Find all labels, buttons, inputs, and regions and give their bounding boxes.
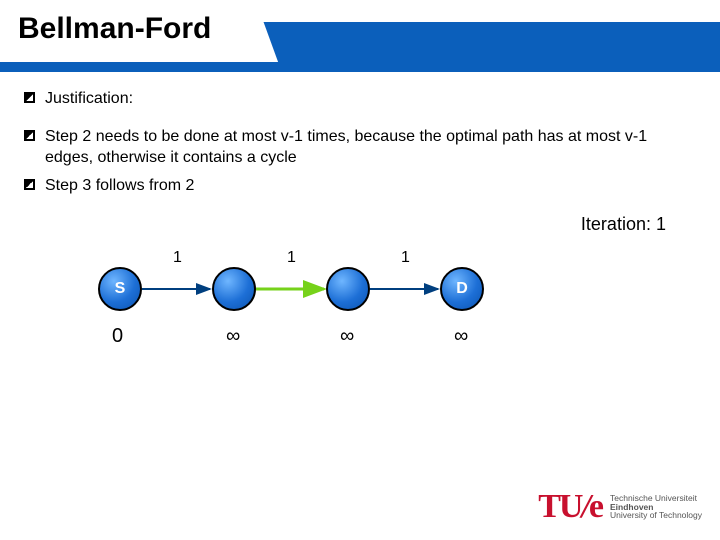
edge-arrow: [256, 279, 326, 299]
slide-header: Bellman-Ford: [0, 0, 720, 72]
bullet-step2: Step 2 needs to be done at most v-1 time…: [24, 126, 696, 169]
header-tab-angle: [248, 0, 290, 62]
bullet-text: Justification:: [45, 88, 696, 110]
slide-title: Bellman-Ford: [18, 12, 230, 46]
logo-line3: University of Technology: [610, 511, 702, 520]
iteration-value: 1: [656, 214, 666, 234]
edge-arrow: [370, 279, 440, 299]
bullet-justification: Justification:: [24, 88, 696, 110]
node-distance: ∞: [454, 325, 468, 348]
iteration-label: Iteration: 1: [24, 214, 696, 235]
logo-mark: TU/e: [538, 488, 602, 526]
bullet-marker-icon: [24, 130, 35, 141]
bullet-text: Step 2 needs to be done at most v-1 time…: [45, 126, 696, 169]
edge-arrow: [142, 279, 212, 299]
bullet-marker-icon: [24, 92, 35, 103]
edge-weight: 1: [287, 249, 296, 267]
graph-area: 1 1 1 S 0 ∞ ∞ D ∞: [24, 245, 696, 375]
graph-node-a: [212, 267, 256, 311]
graph-node-b: [326, 267, 370, 311]
bullet-marker-icon: [24, 179, 35, 190]
header-title-tab: Bellman-Ford: [0, 0, 248, 62]
iteration-text: Iteration:: [581, 214, 651, 234]
edge-weight: 1: [173, 249, 182, 267]
bullet-step3: Step 3 follows from 2: [24, 175, 696, 197]
logo-text: Technische Universiteit Eindhoven Univer…: [610, 494, 702, 521]
graph-node-s: S: [98, 267, 142, 311]
tue-logo: TU/e Technische Universiteit Eindhoven U…: [538, 488, 702, 526]
node-distance: ∞: [226, 325, 240, 348]
edge-weight: 1: [401, 249, 410, 267]
node-distance: ∞: [340, 325, 354, 348]
graph-node-d: D: [440, 267, 484, 311]
node-distance: 0: [112, 325, 123, 348]
bullet-text: Step 3 follows from 2: [45, 175, 696, 197]
slide-content: Justification: Step 2 needs to be done a…: [0, 72, 720, 375]
